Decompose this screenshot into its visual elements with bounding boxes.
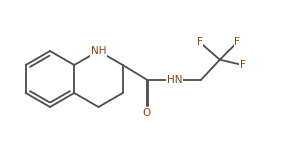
Text: F: F (197, 37, 203, 47)
Text: F: F (239, 60, 246, 70)
Text: NH: NH (91, 46, 106, 56)
Text: HN: HN (167, 75, 182, 85)
Text: F: F (234, 37, 240, 47)
Text: O: O (142, 108, 151, 118)
